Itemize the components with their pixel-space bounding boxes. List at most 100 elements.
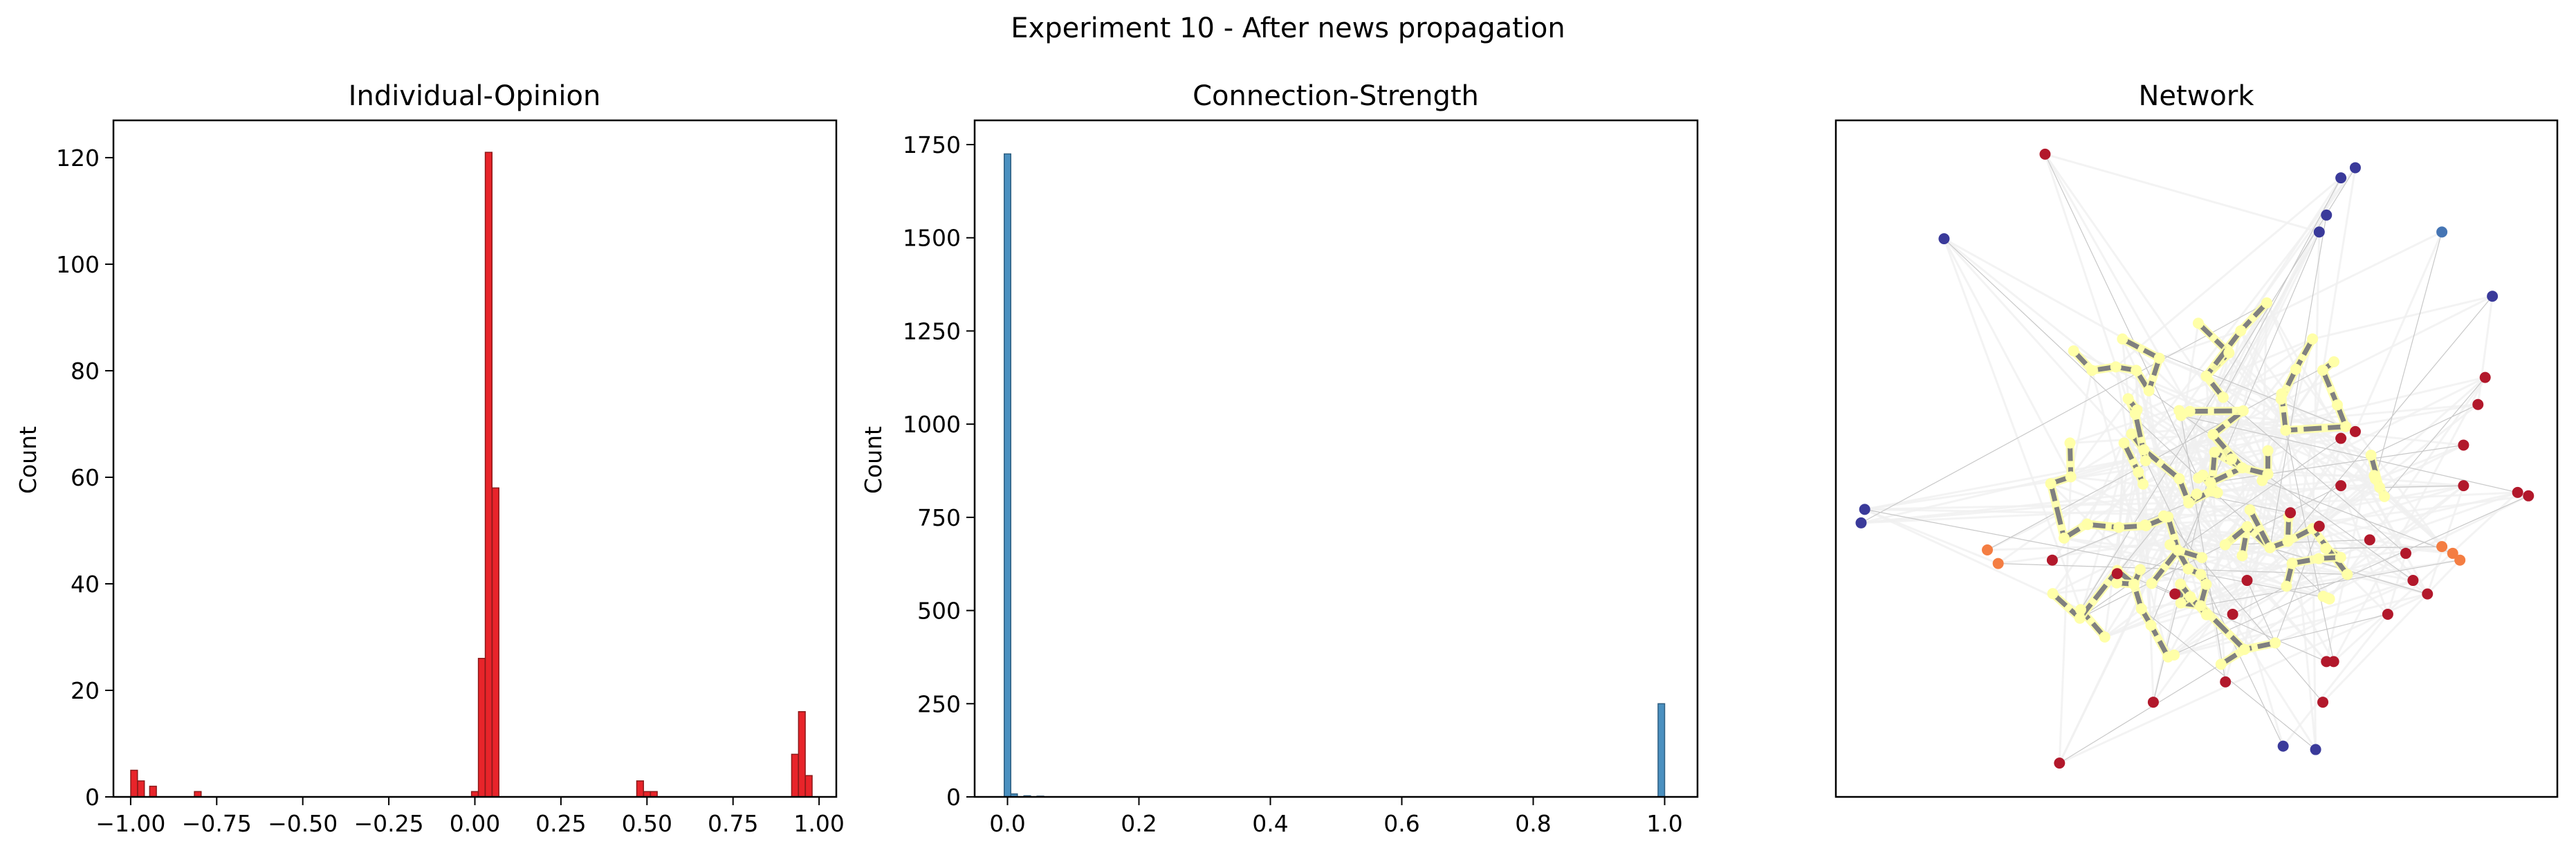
network-outer-node xyxy=(2436,541,2448,553)
network-core-edge xyxy=(2320,369,2340,406)
opinion-y-tick-label: 20 xyxy=(71,677,100,704)
network-core-node xyxy=(2099,631,2110,643)
network-core-node xyxy=(2135,564,2146,576)
network-outer-node xyxy=(2436,226,2448,238)
network-core-node xyxy=(2235,325,2247,337)
network-core-node xyxy=(2172,544,2184,556)
network-outer-node xyxy=(2313,520,2325,532)
network-outer-edge xyxy=(2380,485,2464,488)
network-background-edge xyxy=(2058,477,2072,764)
network-background-edge xyxy=(2333,491,2519,663)
connection-y-tick-label: 1500 xyxy=(903,225,961,252)
network-outer-edge xyxy=(2262,480,2453,554)
network-outer-node xyxy=(2321,209,2333,221)
network-core-node xyxy=(2317,365,2328,376)
connection-x-tick-label: 0.0 xyxy=(989,810,1025,837)
network-background-edge xyxy=(2059,593,2428,764)
opinion-x-ticks: −1.00 −0.75 −0.50 −0.25 0.00 0.25 0.50 0.75 1.00 xyxy=(95,797,845,837)
network-outer-node xyxy=(2523,490,2534,502)
network-core-node xyxy=(2217,392,2229,403)
network-background-edge xyxy=(2322,495,2529,598)
network-core-node xyxy=(2281,580,2292,592)
connection-x-tick-label: 0.4 xyxy=(1252,810,1288,837)
network-background-edge xyxy=(2070,403,2338,478)
network-background-edge xyxy=(2115,176,2342,368)
network-outer-node xyxy=(2328,656,2339,668)
network-core-node xyxy=(2145,619,2157,631)
connection-y-axis-label: Count xyxy=(860,426,887,494)
network-background-edge xyxy=(2333,376,2487,663)
network-core-node xyxy=(2068,345,2079,357)
network-outer-edge xyxy=(2225,539,2370,546)
network-core-node xyxy=(2280,425,2292,436)
opinion-bar xyxy=(149,785,157,798)
opinion-bar xyxy=(477,658,486,798)
network-outer-node xyxy=(2400,547,2411,559)
network-background-edge xyxy=(1864,508,2081,611)
network-outer-edge xyxy=(2059,663,2222,764)
network-background-edge xyxy=(1943,238,2072,478)
network-core-node xyxy=(2264,542,2276,553)
network-background-edge xyxy=(1864,508,1999,564)
network-outer-edge xyxy=(2079,438,2342,619)
connection-x-tick-label: 0.8 xyxy=(1515,810,1551,837)
network-background-edge xyxy=(2079,302,2268,610)
network-outer-node xyxy=(2169,588,2181,600)
network-background-edge xyxy=(2282,614,2389,747)
network-core-node xyxy=(2209,446,2220,458)
network-core-node xyxy=(2328,356,2340,368)
connection-y-tick-label: 750 xyxy=(917,504,961,531)
network-core-node xyxy=(2197,469,2209,481)
network-core-edge xyxy=(2149,624,2171,659)
network-outer-node xyxy=(2349,162,2361,174)
network-outer-node xyxy=(1992,558,2004,569)
network-core-node xyxy=(2183,497,2195,508)
network-core-node xyxy=(2164,539,2176,551)
network-core-node xyxy=(2140,455,2151,467)
network-background-edge xyxy=(2328,376,2486,600)
network-background-edge xyxy=(2045,153,2320,233)
network-outer-node xyxy=(2512,486,2523,498)
network-core-node xyxy=(2317,591,2329,603)
connection-y-tick-label: 250 xyxy=(917,690,961,717)
network-core-node xyxy=(2374,481,2386,493)
connection-x-tick-label: 1.0 xyxy=(1646,810,1682,837)
network-outer-edge xyxy=(2384,377,2486,497)
network-background-edge xyxy=(2321,559,2461,704)
network-core-node xyxy=(2065,471,2077,483)
network-core-node xyxy=(2182,563,2194,575)
network-outer-edge xyxy=(1987,361,2335,551)
network-core-edge xyxy=(2142,448,2181,481)
network-background-edge xyxy=(2121,338,2153,626)
opinion-y-tick-label: 100 xyxy=(56,251,100,278)
network-core-node xyxy=(2219,539,2231,551)
connection-y-tick-label: 1250 xyxy=(903,318,961,344)
network-core-node xyxy=(2275,393,2287,405)
network-background-edge xyxy=(1861,493,2197,524)
network-core-node xyxy=(2081,519,2093,531)
network-outer-edge xyxy=(2180,415,2518,493)
network-core-node xyxy=(2195,569,2207,580)
network-core-node xyxy=(2320,542,2332,554)
network-core-node xyxy=(2340,421,2352,432)
network-core-node xyxy=(2342,569,2353,580)
network-core-node xyxy=(2117,333,2128,345)
connection-bar xyxy=(1657,703,1666,798)
network-background-edge xyxy=(2180,512,2292,604)
network-background-edge xyxy=(2312,486,2380,530)
network-outer-edge xyxy=(2196,493,2291,513)
network-axes-frame xyxy=(1834,119,2559,798)
network-background-edge xyxy=(2133,302,2268,585)
network-outer-node xyxy=(2241,575,2253,587)
network-core-node xyxy=(2045,478,2057,490)
network-outer-node xyxy=(1855,517,1867,528)
network-outer-edge xyxy=(2246,580,2276,643)
network-background-edge xyxy=(2167,593,2428,659)
network-core-node xyxy=(2133,466,2144,478)
network-outer-edge xyxy=(2326,546,2442,549)
network-background-edge xyxy=(2167,579,2413,659)
network-outer-node xyxy=(2039,148,2051,160)
network-outer-edge xyxy=(2375,232,2442,479)
opinion-bar xyxy=(636,780,644,798)
network-core-node xyxy=(2058,532,2070,544)
